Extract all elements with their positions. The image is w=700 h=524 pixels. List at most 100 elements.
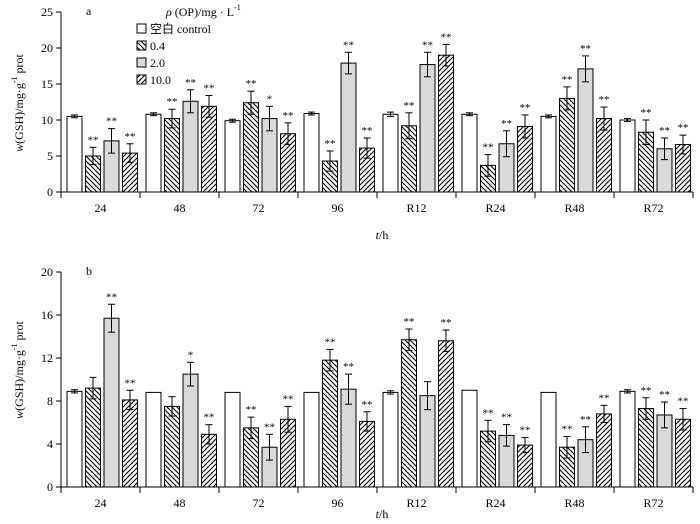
legend-item-control: 空白 control bbox=[136, 21, 212, 36]
legend-title-sup: -1 bbox=[234, 3, 241, 12]
x-tick-label: R48 bbox=[564, 496, 584, 510]
significance-mark: ** bbox=[325, 336, 336, 348]
bar-10-0 bbox=[438, 340, 454, 488]
significance-mark: ** bbox=[185, 77, 196, 89]
significance-mark: ** bbox=[204, 83, 215, 95]
legend-label-2-0: 2.0 bbox=[150, 56, 165, 70]
bar-2-0 bbox=[182, 373, 199, 488]
y-tick-label: 20 bbox=[41, 265, 53, 279]
bar-0-4 bbox=[401, 339, 417, 488]
significance-mark: ** bbox=[678, 122, 689, 134]
significance-mark: ** bbox=[678, 396, 689, 408]
legend-title-symbol: ρ bbox=[165, 5, 172, 19]
significance-mark: ** bbox=[641, 107, 652, 119]
significance-mark: ** bbox=[441, 317, 452, 329]
bar-0-4 bbox=[164, 405, 180, 488]
panel-b-y-axis-title: w(GSH)/mg·g-1 prot bbox=[10, 320, 26, 418]
x-tick-label: 24 bbox=[95, 201, 107, 215]
significance-mark: ** bbox=[204, 412, 215, 424]
significance-mark: ** bbox=[325, 138, 336, 150]
significance-mark: ** bbox=[246, 404, 257, 416]
x-tick-label: 48 bbox=[174, 201, 186, 215]
significance-mark: ** bbox=[125, 131, 136, 143]
bar-control bbox=[66, 390, 83, 488]
legend-item-2-0: 2.0 bbox=[136, 56, 165, 70]
y-tick-label: 8 bbox=[47, 394, 53, 408]
x-tick-label: R48 bbox=[564, 201, 584, 215]
y-tick-label: 10 bbox=[41, 113, 53, 127]
panel-a-y-axis-title: w(GSH)/mg·g-1 prot bbox=[10, 53, 26, 151]
bar-10-0 bbox=[596, 413, 612, 488]
bar-control bbox=[382, 113, 399, 193]
significance-mark: ** bbox=[404, 316, 415, 328]
bar-10-0 bbox=[438, 54, 454, 193]
bar-0-4 bbox=[243, 102, 259, 193]
significance-mark: ** bbox=[562, 74, 573, 86]
significance-mark: ** bbox=[283, 110, 294, 122]
significance-mark: ** bbox=[283, 393, 294, 405]
bar-0-4 bbox=[164, 118, 180, 193]
significance-mark: ** bbox=[404, 100, 415, 112]
significance-mark: ** bbox=[520, 102, 531, 114]
significance-mark: ** bbox=[483, 142, 494, 154]
x-tick-label: R72 bbox=[643, 496, 663, 510]
y-tick-label: 15 bbox=[41, 77, 53, 91]
significance-mark: ** bbox=[501, 118, 512, 130]
bar-2-0 bbox=[340, 62, 357, 193]
bar-2-0 bbox=[577, 68, 594, 193]
y-tick-label: 16 bbox=[41, 308, 53, 322]
bar-2-0 bbox=[182, 100, 199, 193]
bar-2-0 bbox=[103, 317, 120, 488]
bar-0-4 bbox=[638, 408, 654, 488]
x-tick-label: 96 bbox=[332, 201, 344, 215]
significance-mark: ** bbox=[659, 389, 670, 401]
x-tick-label: R72 bbox=[643, 201, 663, 215]
significance-mark: ** bbox=[599, 392, 610, 404]
bar-control bbox=[540, 115, 557, 193]
x-tick-label: R12 bbox=[406, 496, 426, 510]
y-tick-label: 5 bbox=[47, 149, 53, 163]
x-tick-label: 24 bbox=[95, 496, 107, 510]
bar-0-4 bbox=[85, 387, 101, 488]
panel-a-legend: ρ (OP)/mg · L-1 空白 control 0.4 2.0 10.0 bbox=[136, 3, 241, 87]
bar-2-0 bbox=[419, 64, 436, 193]
significance-mark: ** bbox=[343, 39, 354, 51]
significance-mark: ** bbox=[501, 412, 512, 424]
y-tick-label: 0 bbox=[47, 480, 53, 494]
significance-mark: ** bbox=[520, 425, 531, 437]
significance-mark: ** bbox=[422, 39, 433, 51]
bar-control bbox=[461, 389, 478, 488]
x-tick-label: R12 bbox=[406, 201, 426, 215]
bar-0-4 bbox=[322, 359, 338, 488]
significance-mark: ** bbox=[483, 407, 494, 419]
bar-0-4 bbox=[559, 97, 575, 193]
bar-10-0 bbox=[201, 105, 217, 193]
bar-10-0 bbox=[122, 399, 138, 488]
legend-label-control: 空白 control bbox=[150, 21, 212, 36]
significance-mark: ** bbox=[580, 414, 591, 426]
bar-control bbox=[66, 115, 83, 193]
bar-control bbox=[303, 391, 320, 488]
significance-mark: ** bbox=[106, 116, 117, 128]
legend-item-0-4: 0.4 bbox=[136, 39, 165, 53]
y-tick-label: 25 bbox=[41, 5, 53, 19]
significance-mark: ** bbox=[106, 291, 117, 303]
significance-mark: ** bbox=[659, 125, 670, 137]
legend-item-10-0: 10.0 bbox=[136, 73, 171, 87]
significance-mark: ** bbox=[362, 125, 373, 137]
legend-title-text: (OP)/mg · L bbox=[172, 5, 234, 19]
x-tick-label: R24 bbox=[485, 496, 505, 510]
bar-control bbox=[619, 119, 636, 193]
significance-mark: ** bbox=[343, 361, 354, 373]
panel-a-label: a bbox=[86, 4, 92, 18]
significance-mark: ** bbox=[641, 385, 652, 397]
bar-control bbox=[145, 391, 162, 488]
significance-mark: * bbox=[188, 349, 194, 361]
y-tick-label: 12 bbox=[41, 351, 53, 365]
x-tick-label: 48 bbox=[174, 496, 186, 510]
bar-control bbox=[224, 120, 241, 193]
significance-mark: ** bbox=[599, 94, 610, 106]
